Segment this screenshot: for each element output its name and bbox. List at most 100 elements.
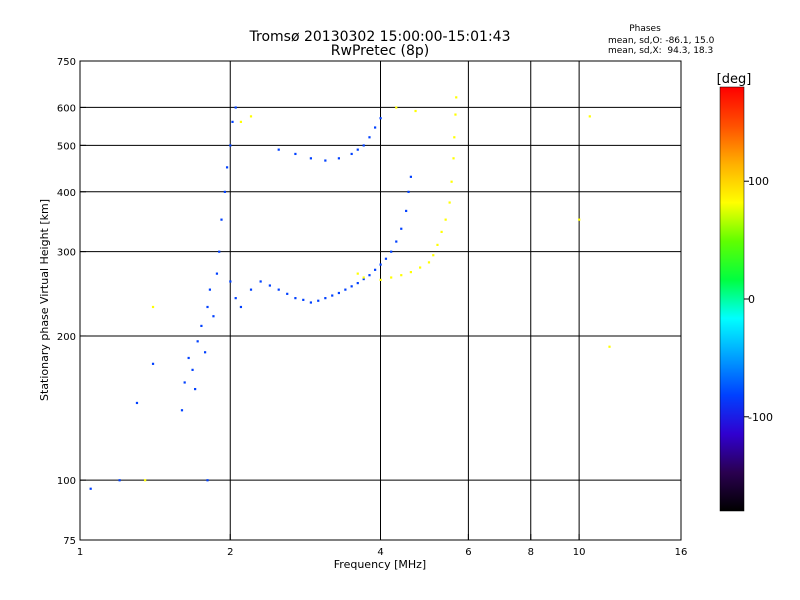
data-point: [395, 240, 398, 243]
data-point: [89, 487, 92, 490]
data-point: [432, 254, 435, 257]
data-point: [212, 315, 215, 318]
data-point: [452, 157, 455, 160]
x-tick-label: 10: [573, 547, 586, 558]
x-tick-label: 4: [377, 547, 383, 558]
data-point: [379, 278, 382, 281]
data-point: [203, 351, 207, 354]
data-point: [350, 285, 353, 288]
data-point: [225, 166, 229, 169]
data-point: [215, 272, 219, 275]
y-axis-ticks: 75 100 200 300 400 500 600 750: [57, 57, 86, 547]
data-point: [324, 297, 327, 300]
data-point: [344, 288, 347, 291]
data-point: [249, 115, 253, 118]
data-point: [407, 190, 410, 193]
data-point: [183, 381, 186, 384]
y-tick-label: 400: [57, 188, 76, 199]
data-point: [234, 297, 237, 300]
x-tick-label: 1: [77, 547, 83, 558]
data-point: [206, 305, 209, 309]
colorbar-tick-label: 0: [748, 293, 755, 306]
data-point: [454, 113, 457, 116]
y-tick-label: 100: [57, 476, 76, 487]
data-point: [239, 120, 243, 123]
data-point: [187, 356, 190, 360]
data-point: [368, 274, 371, 277]
data-point: [356, 281, 359, 285]
data-point: [294, 297, 297, 300]
x-tick-label: 6: [465, 547, 471, 558]
chart-subtitle: RwPretec (8p): [331, 43, 429, 59]
chart-title: Tromsø 20130302 15:00:00-15:01:43: [249, 29, 511, 45]
data-point: [608, 345, 611, 348]
data-point: [444, 218, 447, 221]
data-point: [362, 276, 365, 279]
y-tick-label: 750: [57, 57, 76, 68]
data-point: [259, 280, 262, 283]
data-point: [448, 201, 451, 204]
data-point: [180, 409, 184, 412]
data-point: [405, 209, 408, 213]
data-point: [419, 266, 422, 269]
data-point: [151, 362, 155, 365]
data-point: [229, 144, 232, 147]
data-point: [249, 288, 253, 291]
phase-stats-o: mean, sd,O: -86.1, 15.0: [608, 36, 715, 46]
data-point: [208, 288, 212, 291]
data-point: [229, 280, 232, 283]
data-point: [440, 230, 443, 233]
data-point: [218, 250, 221, 253]
y-axis-label: Stationary phase Virtual Height [km]: [38, 199, 51, 401]
y-tick-label: 500: [57, 141, 76, 152]
data-point: [324, 159, 327, 162]
data-point: [450, 180, 453, 183]
data-point: [220, 218, 223, 221]
data-point: [395, 106, 398, 109]
y-tick-label: 300: [57, 248, 76, 259]
data-point: [191, 368, 194, 371]
data-point: [200, 324, 203, 328]
colorbar-tick-label: 100: [748, 175, 769, 188]
x-tick-label: 8: [528, 547, 534, 558]
data-point: [302, 298, 305, 301]
data-point: [118, 479, 121, 482]
phase-stats-heading: Phases: [629, 24, 661, 34]
data-point: [384, 257, 388, 260]
y-tick-label: 75: [63, 536, 76, 547]
data-point: [239, 305, 243, 309]
phase-stats-x: mean, sd,X: 94.3, 18.3: [608, 46, 713, 56]
data-point: [362, 144, 365, 147]
data-point: [374, 268, 377, 271]
data-point: [144, 479, 147, 482]
grid-lines: [80, 61, 681, 540]
data-point: [379, 117, 382, 120]
data-point: [374, 126, 377, 129]
data-point: [286, 292, 289, 295]
x-tick-label: 2: [227, 547, 233, 558]
data-point: [196, 340, 199, 343]
data-point: [151, 305, 155, 309]
data-point: [390, 276, 393, 279]
data-point: [455, 96, 458, 99]
data-point: [368, 136, 371, 139]
colorbar: [719, 86, 745, 512]
data-point: [453, 136, 456, 139]
data-point: [309, 157, 312, 160]
data-point: [206, 479, 209, 482]
data-point: [436, 243, 439, 246]
colorbar-label: [deg]: [717, 72, 752, 87]
data-point: [331, 294, 334, 297]
data-point: [294, 152, 297, 156]
data-point: [277, 148, 280, 151]
data-point: [234, 106, 237, 109]
y-tick-label: 200: [57, 332, 76, 343]
data-point: [356, 148, 359, 151]
data-point: [427, 261, 431, 264]
data-point: [231, 120, 234, 123]
data-point: [309, 301, 312, 304]
data-point: [409, 175, 412, 178]
data-points: [89, 96, 611, 490]
data-point: [578, 218, 581, 221]
